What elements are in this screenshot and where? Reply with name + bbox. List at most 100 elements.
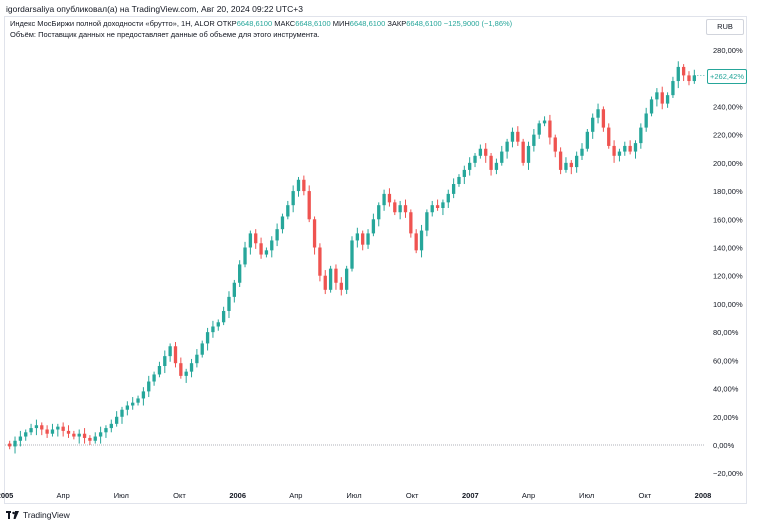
publisher-line: igordarsaliya опубликовал(а) на TradingV… — [6, 4, 303, 14]
candle-body — [141, 391, 146, 399]
candle-body — [312, 219, 317, 248]
candle-body — [227, 296, 231, 311]
candle-body — [676, 66, 680, 82]
candle-body — [494, 162, 499, 170]
y-tick-label: 20,00% — [713, 413, 739, 422]
candle-body — [473, 155, 477, 163]
low-label: МИН — [332, 19, 350, 28]
candle-body — [569, 162, 573, 168]
candle-body — [221, 310, 226, 323]
candle-body — [232, 282, 236, 297]
candle-body — [537, 123, 541, 135]
candle-body — [61, 426, 65, 431]
candle-body — [334, 268, 338, 283]
y-tick-label: 220,00% — [713, 131, 743, 140]
candle-body — [612, 145, 616, 156]
candles-layer — [8, 61, 706, 454]
candle-body — [264, 250, 269, 255]
candle-body — [430, 205, 434, 213]
candle-body — [109, 423, 113, 429]
candle-body — [200, 343, 204, 355]
candle-body — [254, 233, 258, 244]
x-tick-label: Окт — [173, 491, 186, 500]
x-tick-label: 2008 — [695, 491, 712, 500]
candle-body — [457, 176, 461, 185]
y-tick-label: 120,00% — [713, 272, 743, 281]
candle-body — [50, 429, 55, 434]
candle-body — [291, 191, 295, 206]
candle-body — [505, 141, 509, 152]
candle-body — [687, 75, 691, 82]
y-tick-label: 60,00% — [713, 356, 739, 365]
x-tick-label: 2005 — [0, 491, 13, 500]
chart-frame — [4, 16, 747, 504]
candle-body — [387, 193, 392, 203]
high-label: МАКС — [274, 19, 296, 28]
y-tick-label: 140,00% — [713, 244, 743, 253]
candle-body — [532, 134, 536, 146]
candle-body — [521, 141, 525, 163]
candle-body — [558, 151, 563, 170]
y-tick-label: 100,00% — [713, 300, 743, 309]
candle-body — [163, 356, 167, 366]
candle-body — [564, 162, 568, 170]
candle-body — [681, 66, 686, 76]
candle-body — [216, 322, 220, 327]
candle-body — [168, 346, 172, 357]
x-tick-label: Апр — [522, 491, 535, 500]
candle-body — [639, 127, 643, 144]
candle-body — [516, 131, 520, 142]
candle-body — [548, 120, 552, 138]
x-tick-label: Июл — [346, 491, 361, 500]
candle-body — [189, 363, 194, 372]
candle-body — [478, 148, 483, 156]
candle-body — [286, 205, 290, 217]
candle-body — [173, 346, 178, 364]
instrument-legend: Индекс МосБиржи полной доходности «брутт… — [10, 19, 512, 28]
open-value: 6648,6100 — [236, 19, 273, 28]
candle-body — [655, 92, 659, 100]
candle-body — [585, 131, 590, 149]
candle-body — [409, 212, 413, 234]
candle-body — [526, 145, 531, 163]
candle-body — [104, 428, 108, 433]
x-tick-label: Окт — [639, 491, 652, 500]
y-tick-label: 160,00% — [713, 215, 743, 224]
tradingview-logo-icon — [6, 511, 20, 519]
candle-body — [601, 109, 606, 128]
candle-body — [339, 282, 343, 290]
candle-body — [131, 402, 135, 406]
candle-body — [77, 433, 81, 437]
candle-body — [29, 428, 33, 433]
y-axis: −20,00% 0,00% 20,00% 40,00% 60,00% 80,00% 100,… — [713, 46, 743, 478]
candle-body — [328, 268, 333, 290]
y-tick-label: 0,00% — [713, 441, 735, 450]
candle-body — [446, 193, 450, 203]
candle-body — [580, 148, 584, 156]
candle-body — [633, 143, 638, 152]
y-tick-label: 40,00% — [713, 385, 739, 394]
candle-body — [307, 191, 311, 220]
candle-body — [40, 425, 44, 430]
currency-selector[interactable]: RUB — [706, 19, 744, 35]
change-value: −125,9000 (−1,86%) — [443, 19, 513, 28]
candle-body — [484, 148, 488, 156]
candle-body — [205, 332, 210, 344]
candle-body — [419, 230, 424, 251]
candle-body — [98, 432, 103, 437]
candle-body — [644, 113, 648, 128]
candle-body — [323, 275, 327, 290]
candle-body — [275, 229, 279, 241]
candle-body — [296, 179, 301, 192]
candle-body — [414, 233, 418, 251]
candle-body — [542, 120, 547, 124]
candle-body — [361, 233, 365, 245]
candle-body — [344, 268, 349, 290]
candle-body — [398, 205, 402, 213]
candle-body — [184, 371, 188, 376]
y-tick-label: 240,00% — [713, 102, 743, 111]
candle-body — [56, 426, 60, 430]
footer: TradingView — [6, 510, 70, 520]
open-label: ОТКР — [216, 19, 237, 28]
